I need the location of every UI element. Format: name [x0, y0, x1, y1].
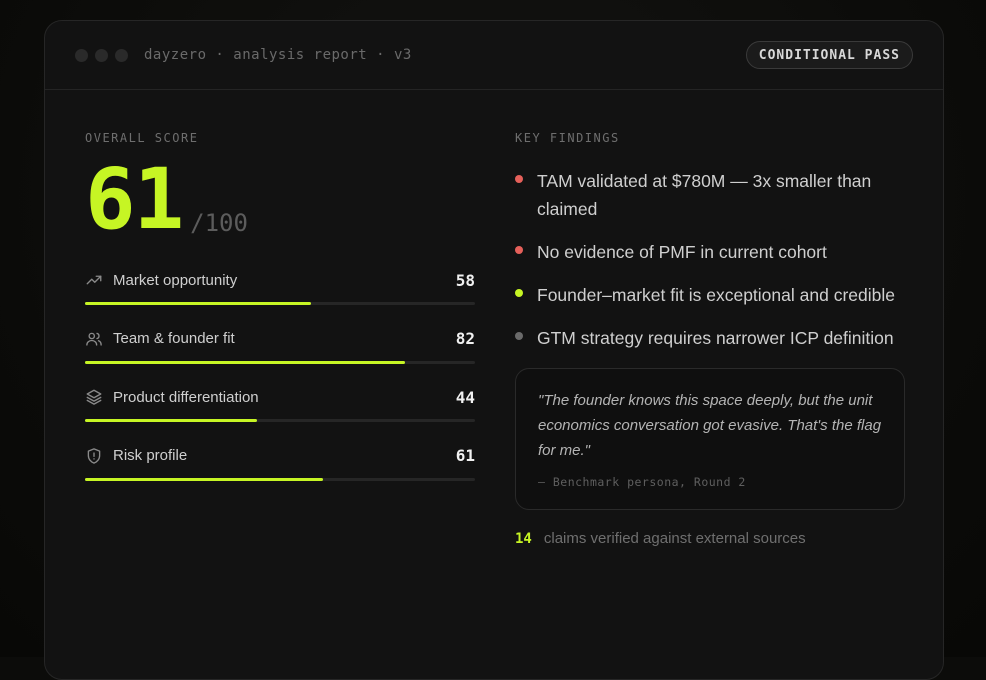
users-icon — [85, 330, 103, 348]
progress-fill — [85, 360, 405, 364]
progress-track — [85, 302, 475, 305]
progress-fill — [85, 302, 312, 305]
finding-item: TAM validated at $780M — 3x smaller than… — [515, 167, 905, 223]
overall-score-max: /100 — [190, 209, 248, 237]
metric-product-differentiation: Product differentiation 44 — [85, 386, 475, 445]
report-window: dayzero · analysis report · v3 CONDITION… — [44, 20, 944, 680]
window-controls — [75, 48, 128, 62]
metric-value: 82 — [455, 329, 475, 348]
maximize-window-dot[interactable] — [115, 48, 128, 62]
progress-track — [85, 419, 475, 422]
close-window-dot[interactable] — [75, 48, 88, 62]
finding-item: GTM strategy requires narrower ICP defin… — [515, 324, 905, 352]
score-panel: OVERALL SCORE 61 /100 Market opportunity… — [85, 131, 475, 503]
progress-fill — [85, 419, 257, 422]
metric-market-opportunity: Market opportunity 58 — [85, 269, 475, 328]
neutral-status-dot — [515, 332, 523, 340]
claims-count: 14 — [515, 531, 532, 547]
metric-value: 44 — [455, 387, 475, 407]
persona-quote-card: "The founder knows this space deeply, bu… — [515, 368, 905, 510]
finding-text: GTM strategy requires narrower ICP defin… — [537, 328, 894, 348]
finding-item: No evidence of PMF in current cohort — [515, 238, 905, 266]
title-bar: dayzero · analysis report · v3 CONDITION… — [45, 21, 943, 90]
overall-score-value: 61 — [85, 150, 184, 248]
progress-track — [85, 360, 475, 364]
metric-value: 61 — [455, 446, 475, 465]
progress-fill — [85, 477, 323, 481]
metric-label: Market opportunity — [113, 271, 238, 289]
key-findings-label: KEY FINDINGS — [515, 131, 620, 145]
layers-icon — [85, 388, 103, 406]
quote-text: "The founder knows this space deeply, bu… — [538, 392, 882, 459]
metric-risk-profile: Risk profile 61 — [85, 445, 475, 504]
findings-list: TAM validated at $780M — 3x smaller than… — [515, 167, 905, 352]
progress-track — [85, 477, 475, 481]
metric-list: Market opportunity 58 Team & founder fit… — [85, 269, 475, 503]
claims-summary: 14 claims verified against external sour… — [515, 530, 905, 547]
negative-status-dot — [515, 175, 523, 183]
minimize-window-dot[interactable] — [95, 48, 108, 62]
window-title: dayzero · analysis report · v3 — [144, 47, 412, 63]
overall-score-label: OVERALL SCORE — [85, 131, 199, 145]
metric-value: 58 — [455, 270, 475, 290]
metric-label: Risk profile — [113, 447, 188, 464]
claims-text: claims verified against external sources — [543, 530, 806, 547]
finding-item: Founder–market fit is exceptional and cr… — [515, 281, 905, 309]
positive-status-dot — [515, 289, 523, 297]
finding-text: No evidence of PMF in current cohort — [537, 242, 827, 262]
metric-label: Team & founder fit — [113, 330, 235, 347]
quote-attribution: — Benchmark persona, Round 2 — [538, 475, 746, 489]
metric-label: Product differentiation — [113, 388, 259, 406]
score-display: 61 /100 — [85, 150, 475, 248]
trending-up-icon — [85, 271, 103, 289]
status-badge: CONDITIONAL PASS — [745, 41, 913, 69]
finding-text: Founder–market fit is exceptional and cr… — [537, 285, 895, 305]
shield-alert-icon — [85, 447, 103, 465]
findings-panel: KEY FINDINGS TAM validated at $780M — 3x… — [515, 131, 905, 547]
finding-text: TAM validated at $780M — 3x smaller than… — [537, 171, 872, 219]
negative-status-dot — [515, 246, 523, 254]
metric-team-founder-fit: Team & founder fit 82 — [85, 328, 475, 387]
